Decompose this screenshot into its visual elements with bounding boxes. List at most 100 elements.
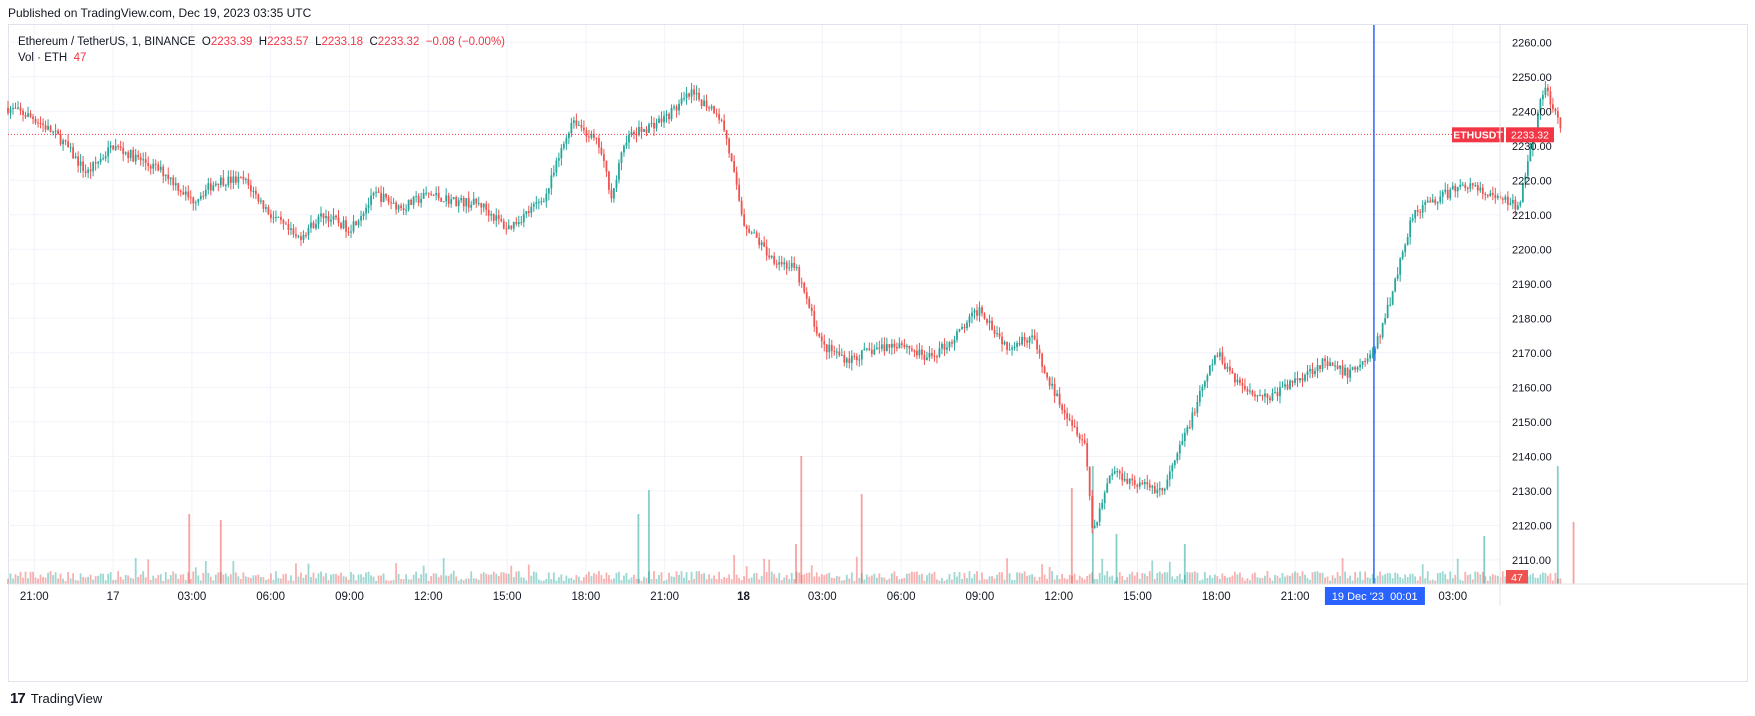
candle-body <box>1053 383 1056 396</box>
candle-body <box>112 145 115 150</box>
candle-body <box>129 149 132 159</box>
candle-body <box>1531 138 1534 150</box>
candle-body <box>1269 397 1271 401</box>
candle-body <box>375 191 377 193</box>
volume-bar <box>1191 572 1194 584</box>
volume-bar <box>948 573 951 584</box>
volume-bar <box>895 576 898 584</box>
volume-bar <box>139 574 142 584</box>
volume-bar <box>1436 573 1439 584</box>
volume-bar <box>172 571 175 584</box>
candle-body <box>900 343 903 345</box>
candle-body <box>713 106 715 114</box>
candle-body <box>1259 395 1261 397</box>
candle-body <box>1334 365 1336 367</box>
volume-bar <box>1058 578 1061 584</box>
volume-bar <box>102 573 105 584</box>
candle-body <box>259 200 262 202</box>
candle-body <box>187 191 190 198</box>
candle-body <box>302 234 305 240</box>
candle-body <box>132 149 135 162</box>
candle-body <box>189 197 192 199</box>
volume-bar <box>1306 578 1309 584</box>
volume-bar <box>1289 575 1291 584</box>
volume-bar <box>1326 576 1329 584</box>
candle-body <box>410 199 413 205</box>
candle-body <box>1218 352 1221 357</box>
candle-body <box>149 165 152 169</box>
candle-body <box>655 122 658 129</box>
candle-body <box>795 267 798 269</box>
volume-bar <box>730 579 733 584</box>
volume-bar <box>179 574 182 584</box>
volume-bar <box>1081 577 1084 584</box>
candle-body <box>192 197 195 204</box>
volume-bar <box>825 573 828 584</box>
volume-bar <box>79 573 82 584</box>
candle-body <box>94 162 97 164</box>
candle-body <box>1341 365 1344 376</box>
volume-bar <box>397 573 400 584</box>
candle-body <box>249 185 252 192</box>
volume-bar <box>1479 574 1482 584</box>
y-tick-label: 2220.00 <box>1512 175 1552 187</box>
legend-volume-value: 47 <box>73 52 87 64</box>
candle-body <box>1411 218 1414 221</box>
volume-bar <box>603 578 605 584</box>
volume-bar <box>1118 572 1121 584</box>
volume-bar <box>976 571 978 584</box>
volume-bar <box>425 573 428 584</box>
candle-body <box>1223 363 1226 369</box>
volume-bar <box>1234 571 1236 584</box>
volume-bar <box>1544 573 1547 584</box>
candle-body <box>99 158 102 163</box>
candle-body <box>1133 480 1136 485</box>
candle-body <box>820 336 823 342</box>
volume-bar <box>182 574 185 584</box>
volume-bar <box>680 571 683 584</box>
volume-bar <box>202 572 205 584</box>
volume-bar <box>417 578 420 584</box>
volume-bar <box>1041 564 1044 584</box>
candle-body <box>367 204 370 208</box>
volume-bar <box>978 580 981 584</box>
volume-bar <box>1246 578 1249 584</box>
volume-bar <box>1386 572 1389 584</box>
volume-bar <box>1198 580 1201 584</box>
volume-bar <box>1552 580 1554 584</box>
candle-body <box>1536 112 1539 128</box>
volume-bar <box>983 579 986 584</box>
candle-body <box>1559 117 1562 129</box>
volume-bar <box>1456 558 1459 584</box>
volume-bar <box>1016 572 1018 584</box>
candle-body <box>1118 471 1121 474</box>
candle-body <box>1239 379 1241 384</box>
volume-bar <box>512 577 515 584</box>
volume-bar <box>610 579 613 584</box>
candle-body <box>590 133 593 138</box>
footer-brand[interactable]: 17 TradingView <box>10 690 102 707</box>
volume-bar <box>1454 574 1457 584</box>
candle-body <box>1306 371 1309 375</box>
candle-body <box>107 147 110 157</box>
candle-body <box>97 162 100 164</box>
candle-body <box>1229 366 1231 371</box>
candle-body <box>610 189 613 199</box>
legend-volume-label: Vol · ETH <box>18 52 68 64</box>
candle-body <box>114 146 117 150</box>
candle-body <box>638 126 640 136</box>
volume-bar <box>618 571 620 584</box>
x-tick-label: 21:00 <box>20 591 49 603</box>
candle-body <box>675 106 678 111</box>
candle-body <box>1103 492 1106 503</box>
candle-body <box>808 298 811 308</box>
volume-bar <box>1419 576 1422 584</box>
candle-body <box>325 216 327 219</box>
volume-bar <box>360 574 362 584</box>
volume-bar <box>1254 572 1256 584</box>
published-note: Published on TradingView.com, Dec 19, 20… <box>8 6 312 20</box>
y-tick-label: 2150.00 <box>1512 417 1552 429</box>
candle-body <box>858 359 861 361</box>
axis-layer: 2260.00 2250.00 2240.00 2230.00 2220.00 2210.… <box>8 25 1747 606</box>
